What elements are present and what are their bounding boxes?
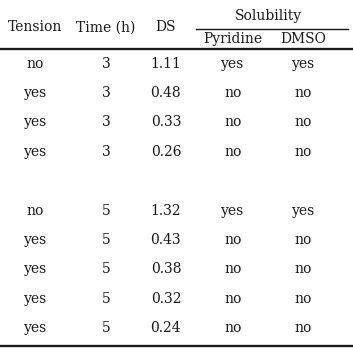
Text: DS: DS [156,20,176,34]
Text: 0.32: 0.32 [151,292,181,306]
Text: no: no [295,262,312,276]
Text: yes: yes [24,145,47,159]
Text: no: no [26,57,44,71]
Text: 0.48: 0.48 [151,86,181,100]
Text: no: no [224,262,242,276]
Text: 3: 3 [102,86,110,100]
Text: yes: yes [292,204,315,218]
Text: 5: 5 [102,233,110,247]
Text: 5: 5 [102,262,110,276]
Text: no: no [295,86,312,100]
Text: no: no [224,233,242,247]
Text: 5: 5 [102,321,110,335]
Text: no: no [224,321,242,335]
Text: 0.43: 0.43 [151,233,181,247]
Text: yes: yes [292,57,315,71]
Text: DMSO: DMSO [281,32,327,46]
Text: yes: yes [24,321,47,335]
Text: no: no [295,292,312,306]
Text: 3: 3 [102,115,110,130]
Text: 0.38: 0.38 [151,262,181,276]
Text: no: no [224,145,242,159]
Text: no: no [224,86,242,100]
Text: no: no [224,292,242,306]
Text: no: no [295,115,312,130]
Text: no: no [26,204,44,218]
Text: no: no [295,233,312,247]
Text: 3: 3 [102,57,110,71]
Text: 3: 3 [102,145,110,159]
Text: 5: 5 [102,204,110,218]
Text: 1.32: 1.32 [151,204,181,218]
Text: yes: yes [24,115,47,130]
Text: yes: yes [24,262,47,276]
Text: 1.11: 1.11 [150,57,181,71]
Text: 5: 5 [102,292,110,306]
Text: yes: yes [24,233,47,247]
Text: Tension: Tension [8,20,62,34]
Text: yes: yes [221,204,245,218]
Text: no: no [295,145,312,159]
Text: yes: yes [221,57,245,71]
Text: no: no [295,321,312,335]
Text: yes: yes [24,292,47,306]
Text: 0.24: 0.24 [151,321,181,335]
Text: Time (h): Time (h) [76,20,136,34]
Text: 0.26: 0.26 [151,145,181,159]
Text: Pyridine: Pyridine [203,32,263,46]
Text: 0.33: 0.33 [151,115,181,130]
Text: Solubility: Solubility [235,8,302,23]
Text: yes: yes [24,86,47,100]
Text: no: no [224,115,242,130]
